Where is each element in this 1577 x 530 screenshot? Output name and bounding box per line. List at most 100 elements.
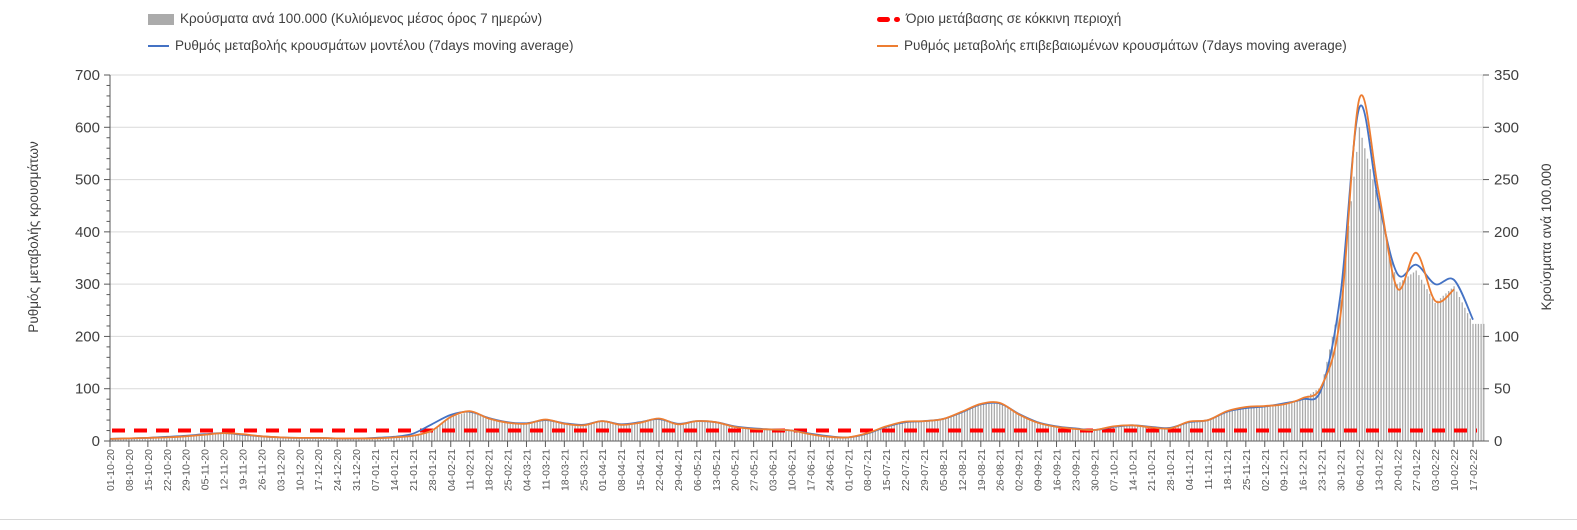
x-tick-label: 04-11-21 <box>1184 449 1196 490</box>
x-tick-label: 13-05-21 <box>711 449 723 491</box>
gridlines <box>110 74 1484 441</box>
x-tick-label: 25-11-21 <box>1241 449 1253 490</box>
x-tick-label: 02-09-21 <box>1014 449 1026 491</box>
x-tick-label: 08-10-20 <box>124 449 136 491</box>
x-tick-label: 16-09-21 <box>1052 449 1064 491</box>
left-tick-label: 200 <box>75 328 100 345</box>
x-tick-label: 14-01-21 <box>389 449 401 491</box>
left-tick-label: 700 <box>75 67 100 84</box>
x-tick-label: 10-02-22 <box>1449 449 1461 491</box>
x-tick-label: 27-01-22 <box>1411 449 1423 491</box>
x-tick-label: 15-10-20 <box>143 449 155 491</box>
x-tick-label: 09-09-21 <box>1033 449 1045 491</box>
left-tick-label: 500 <box>75 172 100 189</box>
x-tick-label: 07-10-21 <box>1108 449 1120 491</box>
x-tick-label: 10-12-20 <box>294 449 306 491</box>
rate-lines <box>109 94 1474 440</box>
right-tick-label: 150 <box>1494 276 1519 293</box>
right-tick-label: 300 <box>1494 119 1519 136</box>
x-tick-label: 28-01-21 <box>427 449 439 491</box>
x-tick-label: 22-07-21 <box>900 449 912 491</box>
x-axis-date-labels: 01-10-20 08-10-20 15-10-20 22-10-20 29-10-20… <box>105 449 1480 491</box>
x-tick-label: 10-06-21 <box>787 449 799 491</box>
x-tick-label: 04-02-21 <box>446 449 458 491</box>
left-tick-label: 300 <box>75 276 100 293</box>
x-tick-label: 05-08-21 <box>938 449 950 491</box>
legend-label-confirmed-line: Ρυθμός μεταβολής επιβεβαιωμένων κρουσμάτ… <box>904 38 1347 53</box>
x-tick-label: 25-03-21 <box>578 449 590 491</box>
x-tick-label: 03-02-22 <box>1430 449 1442 491</box>
x-tick-label: 29-07-21 <box>919 449 931 491</box>
x-tick-label: 01-10-20 <box>105 449 117 491</box>
x-tick-label: 23-09-21 <box>1070 449 1082 491</box>
x-tick-label: 22-10-20 <box>162 449 174 491</box>
legend-item-cases-bars: Κρούσματα ανά 100.000 (Κυλιόμενος μέσος … <box>148 11 542 27</box>
x-tick-label: 01-04-21 <box>597 449 609 491</box>
right-tick-label: 0 <box>1494 433 1502 450</box>
x-tick-label: 29-04-21 <box>673 449 685 491</box>
right-tick-label: 200 <box>1494 224 1519 241</box>
right-axis-tick-labels: 0 50 100 150 200 250 300 350 <box>1494 67 1519 450</box>
bar-swatch-icon <box>148 13 174 25</box>
x-tick-label: 19-08-21 <box>976 449 988 491</box>
x-tick-label: 21-10-21 <box>1146 449 1158 491</box>
x-tick-label: 06-05-21 <box>692 449 704 491</box>
x-tick-label: 21-01-21 <box>408 449 420 491</box>
x-tick-label: 30-12-21 <box>1335 449 1347 491</box>
blue-line-swatch-icon <box>148 45 169 47</box>
x-tick-label: 28-10-21 <box>1165 449 1177 491</box>
x-tick-label: 04-03-21 <box>521 449 533 491</box>
x-tick-label: 17-02-22 <box>1468 449 1480 491</box>
x-tick-label: 03-12-20 <box>275 449 287 491</box>
right-tick-label: 250 <box>1494 172 1519 189</box>
x-tick-label: 29-10-20 <box>181 449 193 491</box>
left-tick-label: 400 <box>75 224 100 241</box>
frame-bottom-divider <box>0 519 1577 520</box>
x-tick-label: 08-07-21 <box>862 449 874 491</box>
right-tick-label: 350 <box>1494 67 1519 84</box>
x-tick-label: 14-10-21 <box>1127 449 1139 491</box>
x-tick-label: 11-02-21 <box>465 449 477 490</box>
x-tick-label: 13-01-22 <box>1373 449 1385 491</box>
x-tick-label: 17-12-20 <box>313 449 325 491</box>
x-tick-label: 26-08-21 <box>995 449 1007 491</box>
legend-label-threshold: Όριο μετάβασης σε κόκκινη περιοχή <box>906 11 1122 26</box>
x-tick-label: 18-11-21 <box>1222 449 1234 490</box>
x-tick-label: 30-09-21 <box>1089 449 1101 491</box>
left-axis-tick-labels: 0 100 200 300 400 500 600 700 <box>75 67 100 450</box>
x-tick-label: 16-12-21 <box>1298 449 1310 491</box>
x-tick-label: 20-01-22 <box>1392 449 1404 491</box>
dash-short <box>894 16 900 22</box>
x-tick-label: 27-05-21 <box>749 449 761 491</box>
x-tick-label: 18-03-21 <box>559 449 571 491</box>
x-tick-label: 11-11-21 <box>1203 449 1215 490</box>
x-tick-label: 23-12-21 <box>1317 449 1329 491</box>
x-tick-label: 02-12-21 <box>1260 449 1272 491</box>
red-dashed-swatch-icon <box>877 16 900 22</box>
x-tick-label: 20-05-21 <box>730 449 742 491</box>
x-tick-label: 18-02-21 <box>484 449 496 491</box>
dash-long <box>877 16 890 22</box>
right-axis-title: Κρούσματα ανά 100.000 <box>1539 163 1554 310</box>
legend-item-confirmed-line: Ρυθμός μεταβολής επιβεβαιωμένων κρουσμάτ… <box>877 38 1347 54</box>
x-tick-label: 03-06-21 <box>768 449 780 491</box>
x-tick-label: 06-01-22 <box>1354 449 1366 491</box>
left-axis-title: Ρυθμός μεταβολής κρουσμάτων <box>26 141 41 333</box>
x-tick-label: 01-07-21 <box>843 449 855 491</box>
orange-line-swatch-icon <box>877 45 898 47</box>
legend-label-cases-bars: Κρούσματα ανά 100.000 (Κυλιόμενος μέσος … <box>180 11 543 26</box>
x-tick-label: 26-11-20 <box>256 449 268 490</box>
x-tick-label: 15-07-21 <box>881 449 893 491</box>
x-tick-label: 22-04-21 <box>654 449 666 491</box>
legend-item-threshold: Όριο μετάβασης σε κόκκινη περιοχή <box>877 11 1121 27</box>
x-tick-label: 15-04-21 <box>635 449 647 491</box>
right-tick-label: 50 <box>1494 381 1511 398</box>
confirmed-rate-line <box>109 94 1455 440</box>
legend-item-model-line: Ρυθμός μεταβολής κρουσμάτων μοντέλου (7d… <box>148 38 574 54</box>
left-tick-label: 0 <box>92 433 100 450</box>
x-tick-label: 07-01-21 <box>370 449 382 491</box>
right-tick-label: 100 <box>1494 328 1519 345</box>
x-tick-label: 31-12-20 <box>351 449 363 491</box>
